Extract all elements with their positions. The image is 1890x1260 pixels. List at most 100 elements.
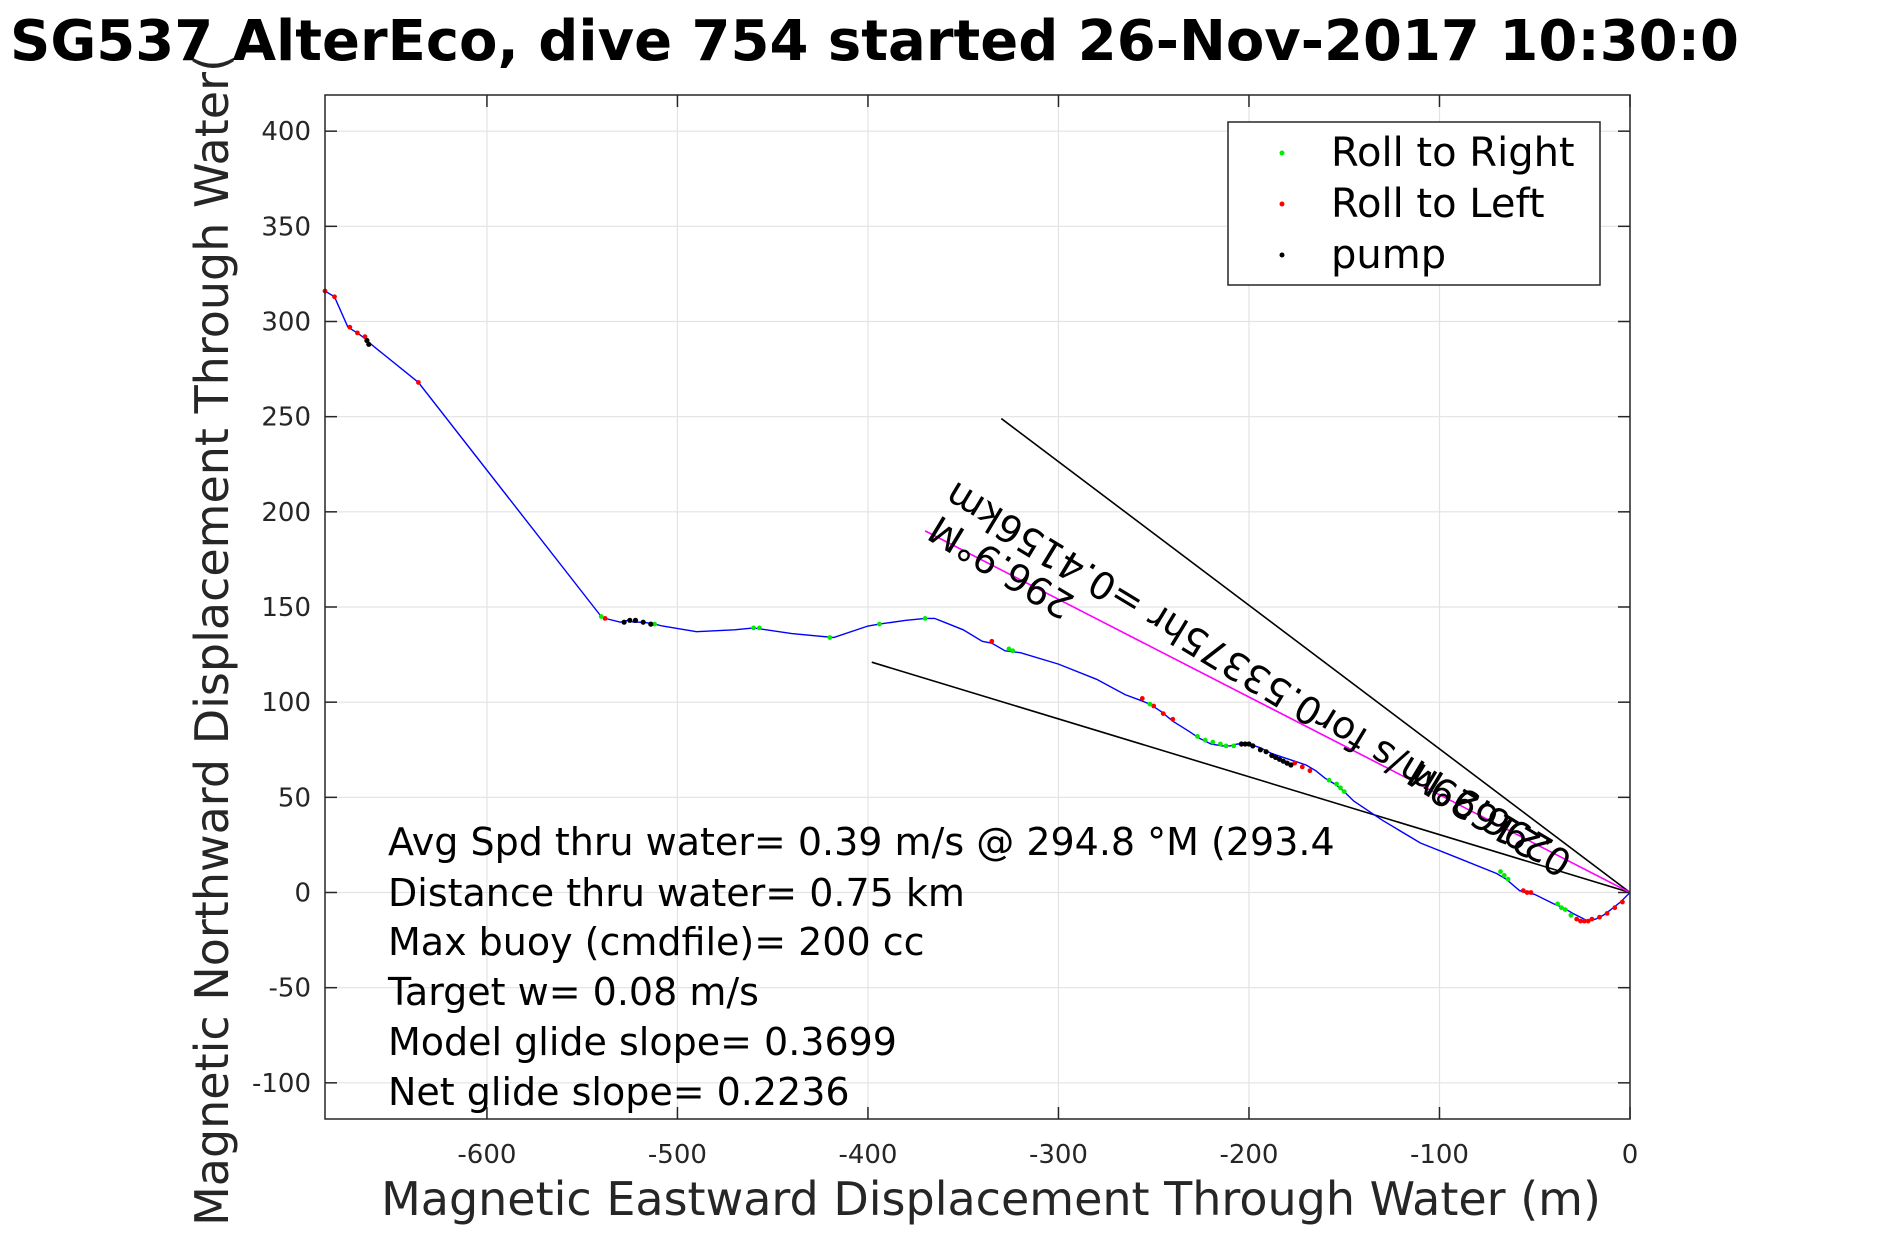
roll-left-point: [1528, 890, 1534, 895]
legend: Roll to Right Roll to Left pump: [1227, 121, 1601, 286]
legend-marker-roll-left: [1279, 201, 1285, 207]
stats-line: Net glide slope= 0.2236: [388, 1070, 850, 1114]
roll-right-point: [1559, 905, 1564, 911]
roll-left-point: [989, 638, 995, 644]
y-tick-label: 100: [261, 688, 311, 718]
roll-left-point: [1589, 916, 1595, 922]
stats-line: Target w= 0.08 m/s: [387, 970, 759, 1014]
x-tick-label: 0: [1622, 1140, 1639, 1170]
roll-left-point: [1581, 918, 1587, 924]
pump-point: [621, 619, 627, 625]
x-tick-label: -500: [648, 1140, 707, 1170]
reference-line: [1000, 417, 1631, 894]
roll-right-point: [1562, 907, 1568, 912]
roll-left-point: [1612, 905, 1618, 911]
roll-right-point: [827, 635, 833, 640]
roll-right-point: [1195, 734, 1200, 739]
roll-left-point: [1151, 703, 1157, 709]
roll-right-point: [598, 614, 604, 619]
roll-right-point: [922, 616, 928, 621]
legend-marker-roll-right: [1279, 150, 1285, 156]
roll-left-point: [602, 616, 608, 621]
pump-point: [366, 341, 372, 347]
roll-left-point: [362, 334, 368, 340]
roll-right-point: [757, 625, 762, 631]
stats-line: Distance thru water= 0.75 km: [388, 871, 965, 915]
y-tick-label: 0: [294, 879, 311, 909]
roll-right-point: [1505, 876, 1511, 882]
roll-left-point: [332, 294, 337, 300]
roll-right-point: [1338, 785, 1343, 791]
roll-left-point: [416, 380, 421, 385]
roll-left-point: [1520, 888, 1526, 893]
chart-title: SG537 AlterEco, dive 754 started 26-Nov-…: [10, 9, 1739, 74]
pump-point: [640, 619, 646, 625]
x-tick-label: -200: [1219, 1140, 1278, 1170]
roll-left-point: [1604, 911, 1610, 916]
roll-left-point: [1524, 890, 1530, 895]
pump-point: [1273, 754, 1279, 761]
roll-right-point: [1501, 873, 1507, 878]
pump-point: [1242, 741, 1248, 747]
y-tick-label: 300: [261, 307, 311, 337]
legend-label-pump: pump: [1331, 232, 1446, 278]
roll-left-point: [1574, 916, 1580, 922]
x-axis-label: Magnetic Eastward Displacement Through W…: [381, 1172, 1601, 1226]
roll-left-point: [347, 324, 353, 330]
roll-right-point: [1010, 648, 1016, 654]
roll-left-point: [1307, 768, 1313, 774]
roll-left-point: [1620, 899, 1625, 905]
roll-left-point: [1299, 764, 1305, 770]
roll-right-point: [1147, 701, 1153, 707]
legend-label-roll-left: Roll to Left: [1331, 181, 1545, 227]
roll-right-point: [652, 621, 657, 627]
pump-point: [648, 621, 654, 627]
axis-ticks: -600 -500 -400 -300 -200 -100 0400350300250200…: [252, 95, 1638, 1170]
grid: [325, 95, 1631, 1119]
roll-right-point: [1210, 739, 1216, 745]
legend-marker-pump: [1279, 252, 1285, 258]
roll-left-point: [1585, 918, 1591, 924]
roll-right-point: [1555, 901, 1560, 907]
pump-point: [1257, 747, 1263, 753]
roll-right-point: [1326, 777, 1332, 783]
roll-left-point: [1292, 760, 1298, 766]
roll-right-point: [1006, 646, 1012, 652]
y-tick-label: 150: [261, 593, 311, 623]
roll-right-point: [1341, 789, 1347, 794]
reference-lines: [871, 417, 1631, 894]
marker-layer: [322, 288, 1625, 924]
roll-right-point: [1231, 743, 1237, 749]
y-tick-label: -100: [252, 1069, 311, 1099]
stats-text-block: Avg Spd thru water= 0.39 m/s @ 294.8 °M …: [387, 820, 1335, 1114]
roll-left-point: [1160, 711, 1166, 716]
x-tick-label: -100: [1410, 1140, 1469, 1170]
roll-left-point: [1597, 914, 1602, 920]
y-tick-label: -50: [269, 974, 311, 1004]
x-tick-label: -300: [1029, 1140, 1088, 1170]
roll-right-point: [877, 621, 882, 627]
roll-right-point: [1334, 781, 1339, 787]
pump-point: [1263, 749, 1269, 755]
x-tick-label: -400: [838, 1140, 897, 1170]
y-tick-label: 400: [261, 117, 311, 147]
stats-line: Model glide slope= 0.3699: [388, 1020, 897, 1064]
pump-point: [1250, 743, 1256, 749]
reference-line: [871, 661, 1631, 894]
y-tick-label: 350: [261, 212, 311, 242]
roll-left-point: [355, 330, 360, 336]
roll-right-point: [1218, 741, 1223, 747]
stats-line: Avg Spd thru water= 0.39 m/s @ 294.8 °M …: [388, 820, 1335, 864]
legend-box: [1227, 121, 1601, 286]
stats-line: Max buoy (cmdfile)= 200 cc: [388, 920, 925, 964]
y-axis-label: Magnetic Northward Displacement Through …: [185, 54, 239, 1226]
pump-point: [627, 617, 633, 623]
y-tick-label: 50: [278, 783, 311, 813]
pump-point: [1288, 762, 1294, 768]
roll-right-point: [751, 625, 756, 631]
roll-right-point: [1202, 737, 1208, 743]
roll-right-point: [1568, 912, 1574, 918]
roll-right-point: [1223, 743, 1229, 749]
pump-point: [632, 617, 639, 623]
